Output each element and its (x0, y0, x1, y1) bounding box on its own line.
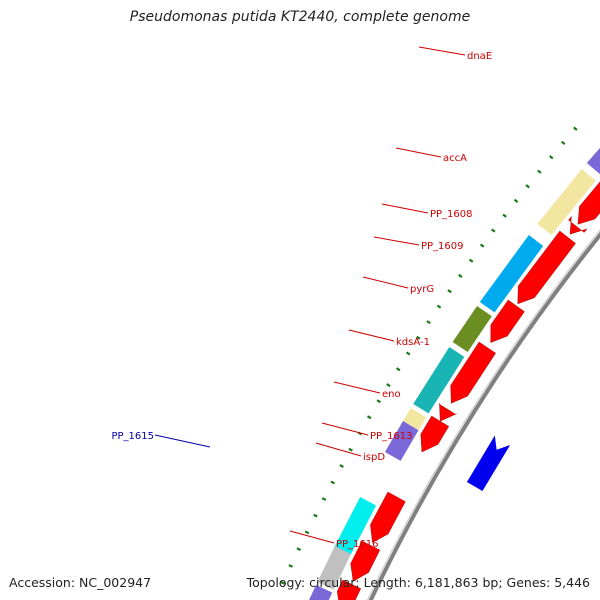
outer-tick-dot (416, 335, 421, 340)
outer-tick-dot (573, 126, 578, 131)
genome-backbone-edge (366, 229, 600, 600)
outer-tick-dot (376, 399, 382, 404)
cog-band-6 (402, 408, 427, 431)
gene-label-PP_1615: PP_1615 (111, 431, 154, 442)
gene-label-ispD: ispD (363, 452, 385, 463)
cog-band-3 (479, 235, 544, 313)
outer-tick-dot (491, 228, 496, 233)
outer-tick-dot (366, 415, 372, 420)
accession-label: Accession: NC_002947 (9, 575, 152, 590)
cds-forward-8 (420, 415, 450, 453)
cds-forward-5 (490, 299, 525, 343)
cds-forward-11 (337, 579, 362, 600)
cds-forward-4 (517, 230, 576, 305)
outer-tick-dot (386, 383, 391, 388)
gene-label-dnaE: dnaE (467, 51, 492, 62)
leader-line-accA (395, 147, 442, 158)
outer-tick-dot (348, 447, 353, 452)
cds-reverse-PP_1615 (466, 435, 511, 492)
leader-line-eno (333, 381, 381, 394)
leader-line-PP_1609 (373, 236, 420, 246)
cog-band-2 (537, 169, 596, 236)
cds-forward-9 (370, 491, 406, 543)
leader-line-PP_1615 (154, 434, 211, 448)
cds-forward-2 (577, 181, 600, 225)
cog-band-10 (309, 585, 333, 600)
gene-label-PP_1608: PP_1608 (430, 209, 473, 220)
outer-tick-dot (436, 304, 442, 309)
cog-band-9 (317, 546, 351, 590)
outer-tick-dot (548, 155, 554, 160)
outer-tick-dot (304, 530, 310, 535)
cds-forward-10 (350, 540, 381, 582)
cds-forward-7 (438, 402, 457, 422)
outer-tick-dot (395, 367, 401, 372)
outer-tick-dot (525, 184, 530, 189)
leader-line-PP_1616 (289, 530, 335, 544)
gene-label-PP_1613: PP_1613 (370, 431, 413, 442)
outer-tick-dot (313, 513, 318, 518)
leader-line-PP_1613 (321, 422, 369, 436)
outer-tick-dot (502, 213, 507, 218)
leader-line-ispD (315, 442, 362, 457)
outer-tick-dot (447, 289, 452, 294)
leader-line-kdsA-1 (348, 329, 395, 342)
outer-tick-dot (426, 320, 431, 325)
outer-tick-dot (296, 547, 302, 551)
gene-label-eno: eno (382, 389, 401, 400)
gene-label-accA: accA (443, 153, 467, 164)
outer-tick-dot (537, 169, 542, 174)
outer-tick-dot (479, 243, 485, 248)
gene-label-PP_1616: PP_1616 (336, 539, 379, 550)
outer-tick-dot (468, 258, 474, 263)
outer-tick-dot (405, 351, 411, 356)
cds-forward-6 (450, 341, 496, 404)
map-title: Pseudomonas putida KT2440, complete geno… (129, 9, 471, 25)
outer-tick-dot (560, 140, 566, 146)
outer-tick-dot (321, 497, 327, 501)
cds-forward-3 (568, 215, 588, 235)
gene-label-pyrG: pyrG (410, 284, 434, 295)
outer-tick-dot (330, 480, 336, 485)
leader-line-dnaE (418, 46, 466, 56)
cog-band-8 (333, 497, 377, 557)
cog-band-4 (452, 306, 492, 352)
cog-band-5 (413, 347, 465, 414)
gene-label-kdsA-1: kdsA-1 (396, 337, 430, 348)
cog-band-1 (586, 147, 600, 175)
topology-summary: Topology: circular; Length: 6,181,863 bp… (246, 575, 590, 590)
gene-label-PP_1609: PP_1609 (421, 241, 464, 252)
outer-tick-dot (513, 198, 519, 204)
cog-band-7 (384, 421, 419, 461)
outer-tick-dot (458, 273, 463, 278)
genome-backbone (368, 231, 600, 600)
leader-line-PP_1608 (381, 203, 429, 214)
leader-line-pyrG (362, 276, 409, 289)
outer-tick-dot (339, 464, 344, 468)
outer-tick-dot (288, 564, 293, 568)
outer-tick-dot (280, 581, 286, 585)
